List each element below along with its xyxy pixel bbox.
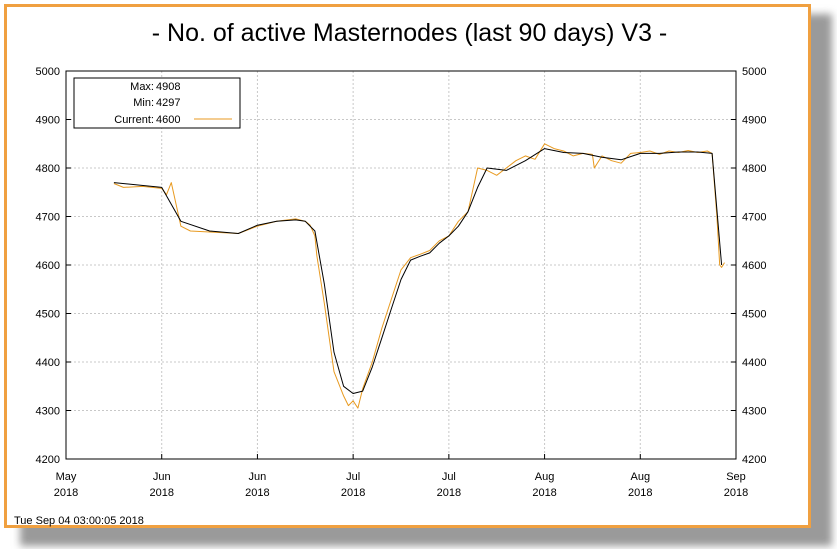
x-tick-label-year: 2018 <box>149 487 173 499</box>
legend-box <box>73 77 241 129</box>
legend: Max: 4908 Min: 4297 Current: 4600 <box>73 77 241 129</box>
x-tick-label-month: Sep <box>726 471 746 483</box>
y-tick-label-right: 4400 <box>742 357 766 369</box>
y-tick-label-left: 4800 <box>36 163 60 175</box>
legend-max-value: 4908 <box>156 81 180 93</box>
y-tick-label-right: 4600 <box>742 260 766 272</box>
x-tick-label-month: Jul <box>346 471 360 483</box>
legend-min-label: Min: <box>133 97 154 109</box>
y-tick-label-left: 4900 <box>36 115 60 127</box>
legend-min-value: 4297 <box>156 97 180 109</box>
x-tick-label-month: Jun <box>249 471 267 483</box>
series-line-current <box>113 143 725 409</box>
x-tick-label-year: 2018 <box>245 487 269 499</box>
x-tick-label-year: 2018 <box>724 487 748 499</box>
x-tick-label-year: 2018 <box>532 487 556 499</box>
x-tick-label-month: Aug <box>630 471 650 483</box>
y-tick-label-right: 4700 <box>742 212 766 224</box>
x-tick-label-month: Jun <box>153 471 171 483</box>
x-tick-label-month: May <box>56 471 77 483</box>
y-tick-label-left: 4700 <box>36 212 60 224</box>
legend-max-label: Max: <box>130 81 154 93</box>
x-tick-label-year: 2018 <box>628 487 652 499</box>
y-tick-label-left: 4300 <box>36 406 60 418</box>
axis-ticks: 4200 4200 4300 4300 4400 4400 4500 4500 4600 4600… <box>36 66 767 499</box>
y-tick-label-left: 4600 <box>36 260 60 272</box>
x-tick-label-year: 2018 <box>437 487 461 499</box>
x-tick-label-month: Aug <box>535 471 555 483</box>
y-tick-label-right: 4300 <box>742 406 766 418</box>
y-tick-label-left: 4200 <box>36 454 60 466</box>
y-tick-label-left: 4400 <box>36 357 60 369</box>
y-tick-label-left: 4500 <box>36 309 60 321</box>
x-tick-label-year: 2018 <box>54 487 78 499</box>
y-tick-label-left: 5000 <box>36 66 60 78</box>
legend-current-value: 4600 <box>156 114 180 126</box>
y-tick-label-right: 4200 <box>742 454 766 466</box>
timestamp-footer: Tue Sep 04 03:00:05 2018 <box>14 515 144 527</box>
y-tick-label-right: 4500 <box>742 309 766 321</box>
chart-title: - No. of active Masternodes (last 90 day… <box>151 19 668 47</box>
series-line-trend <box>113 148 723 394</box>
y-tick-label-right: 4900 <box>742 115 766 127</box>
grid-lines <box>65 70 737 460</box>
legend-current-label: Current: <box>114 114 154 126</box>
x-tick-label-year: 2018 <box>341 487 365 499</box>
x-tick-label-month: Jul <box>442 471 456 483</box>
y-tick-label-right: 4800 <box>742 163 766 175</box>
y-tick-label-right: 5000 <box>742 66 766 78</box>
data-series <box>113 143 725 409</box>
